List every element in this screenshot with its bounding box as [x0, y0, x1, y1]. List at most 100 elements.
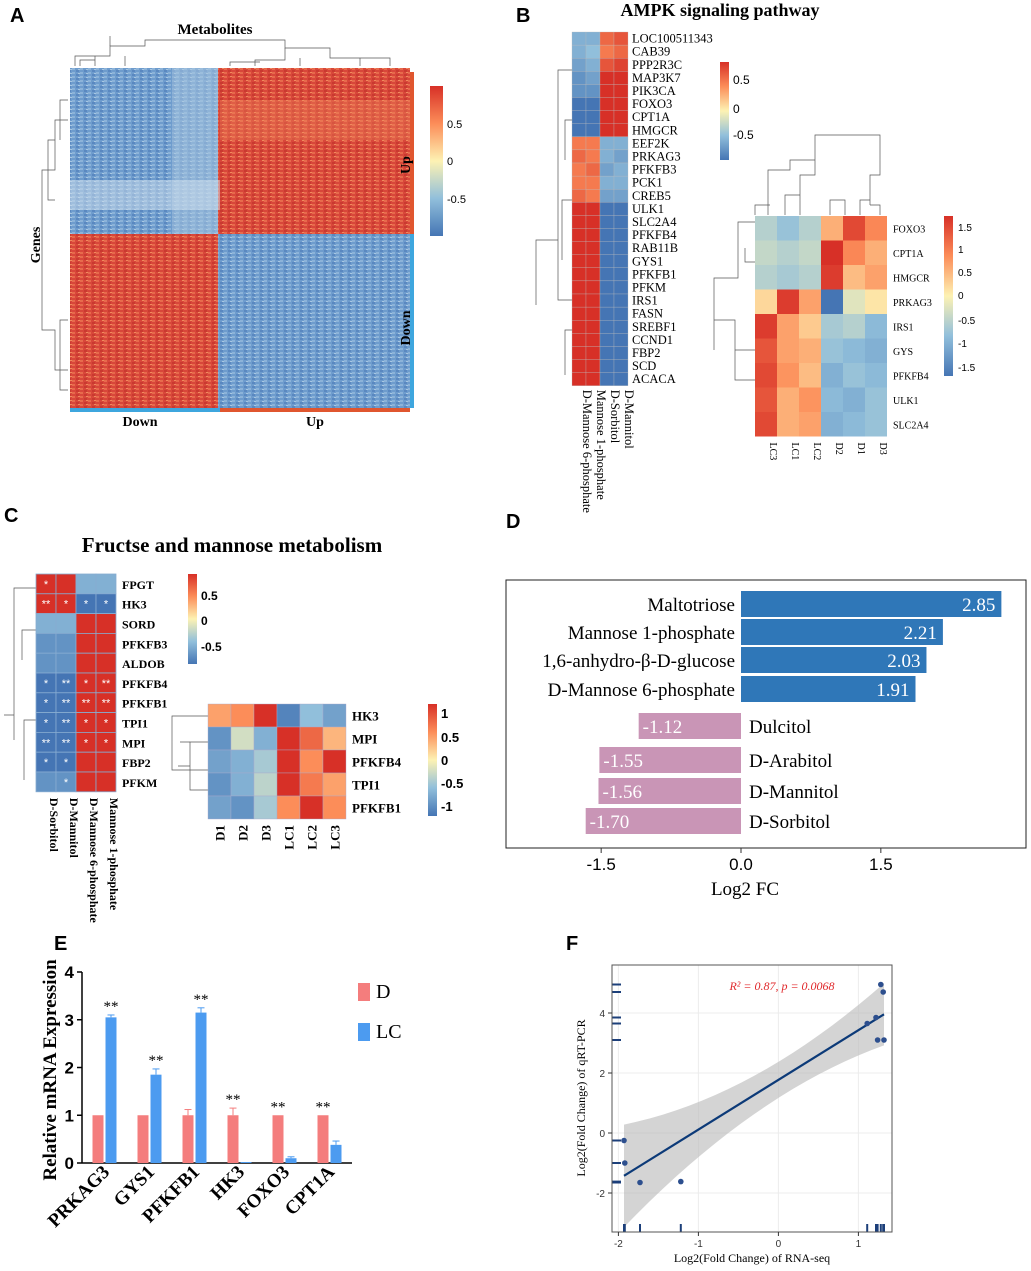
- panel-e-significance: **: [194, 992, 209, 1008]
- heat-cell-b2: [777, 412, 799, 437]
- heat-row-label-b1: ULK1: [632, 202, 664, 216]
- heat-col-label-b2: D2: [833, 443, 844, 455]
- panel-c-legend2-0: 1: [441, 706, 448, 721]
- heat-row-label-b1: SLC2A4: [632, 215, 677, 229]
- heat-cell-b2: [865, 387, 887, 412]
- panel-a-block-band2: [70, 180, 220, 210]
- panel-e-legend-label-lc: LC: [376, 1021, 402, 1043]
- heat-cell-b1: [571, 44, 587, 59]
- heat-row-label-b2: SLC2A4: [893, 420, 929, 431]
- panel-f-frame: [611, 964, 893, 1233]
- heat-cell-b1: [585, 215, 601, 229]
- heat-cell-b1: [571, 359, 587, 373]
- heat-cell-b1: [571, 202, 587, 216]
- heat-cell-b1: [585, 228, 601, 242]
- heat-cell-c2: [207, 703, 232, 728]
- heat-row-label-c1: MPI: [122, 736, 146, 750]
- panel-c-colorbar-2: [428, 704, 437, 816]
- heat-cell-b1: [571, 320, 587, 334]
- heat-cell-b1: [599, 202, 615, 216]
- panel-d-chart: 2.85 Maltotriose 2.21 Mannose 1-phosphate 2.…: [542, 591, 1002, 900]
- panel-d-value-label: 2.85: [962, 595, 995, 616]
- heat-cell-b2: [799, 265, 821, 290]
- heat-cell-b1: [599, 84, 615, 98]
- heat-cell-c2: [253, 772, 278, 797]
- heat-cell-b1: [571, 123, 587, 137]
- panel-d-tick-label: 1.5: [869, 855, 893, 874]
- heat-cell-c2: [299, 772, 324, 797]
- panel-f-xtick-label: 1: [856, 1239, 862, 1250]
- panel-d-category-label: Maltotriose: [647, 595, 735, 616]
- heat-cell-c2: [299, 726, 324, 751]
- panel-b: B AMPK signaling pathway LOC100511343CAB…: [516, 0, 976, 513]
- heat-cell-b1: [599, 110, 615, 124]
- panel-e-bar-lc: [105, 1017, 117, 1163]
- heat-cell-b2: [755, 314, 777, 339]
- panel-b-legend2-5: -1: [958, 339, 967, 350]
- heat-row-label-c2: PFKFB4: [352, 755, 402, 770]
- heat-cell-b2: [799, 314, 821, 339]
- panel-d-value-label: -1.56: [602, 782, 642, 803]
- heat-row-label-b2: PFKFB4: [893, 371, 929, 382]
- heat-cell-c2: [230, 726, 255, 751]
- heat-cell-b2: [865, 289, 887, 314]
- heat-cell-b2: [799, 363, 821, 388]
- panel-f-xtick-label: -2: [614, 1239, 623, 1250]
- heat-cell-b1: [585, 136, 601, 151]
- heat-cell-b1: [571, 280, 587, 295]
- panel-a-legend-2: -0.5: [447, 194, 466, 206]
- heat-col-label-c1: D-Mannitol: [67, 798, 81, 859]
- panel-e-bar-d: [227, 1115, 239, 1163]
- panel-d-category-label: D-Mannose 6-phosphate: [548, 680, 735, 701]
- heat-star-c1: *: [104, 599, 109, 611]
- heat-cell-c1: [95, 652, 117, 674]
- heat-col-label-c1: D-Sorbitol: [47, 798, 61, 853]
- panel-c-legend2-3: -0.5: [441, 776, 463, 791]
- panel-letter-b: B: [516, 5, 530, 27]
- heat-row-label-b1: ACACA: [632, 372, 676, 386]
- panel-c-legend1-0: 0.5: [201, 589, 218, 603]
- heat-cell-b1: [613, 149, 629, 164]
- panel-e-bar-lc: [330, 1144, 342, 1163]
- heat-row-label-b1: PRKAG3: [632, 149, 681, 163]
- panel-e-bar-d: [182, 1115, 194, 1163]
- heat-star-c1: **: [62, 718, 71, 730]
- panel-a-block-downright: [218, 234, 410, 408]
- panel-d-bar: [741, 591, 1002, 617]
- heat-col-label-b1: D-Sorbitol: [608, 390, 622, 444]
- heat-cell-b2: [843, 412, 865, 437]
- panel-f-point: [864, 1020, 870, 1027]
- heat-star-c1: **: [62, 678, 71, 690]
- heat-cell-b2: [799, 240, 821, 265]
- heat-cell-b1: [613, 175, 629, 190]
- panel-b-legend1-1: 0: [733, 102, 740, 116]
- heat-cell-b2: [865, 412, 887, 437]
- panel-d-value-label: -1.12: [643, 717, 683, 738]
- panel-letter-f: F: [566, 933, 578, 955]
- heat-col-label-b1: D-Mannitol: [622, 390, 636, 450]
- heat-star-c1: *: [84, 718, 89, 730]
- heat-cell-b1: [585, 202, 601, 216]
- heat-row-label-b1: PIK3CA: [632, 84, 676, 98]
- panel-a-legend-0: 0.5: [447, 119, 462, 131]
- heat-row-label-b1: RAB11B: [632, 241, 678, 255]
- heat-col-label-c2: D2: [236, 825, 251, 841]
- panel-f: F -2 -1 0 1 -2 0 2 4 Log2(Fold Change) of RNA-se…: [566, 933, 893, 1265]
- panel-d-category-label: 1,6-anhydro-β-D-glucose: [542, 651, 735, 672]
- panel-e-bar-lc: [150, 1074, 162, 1163]
- heat-row-label-b1: PPP2R3C: [632, 58, 682, 72]
- heat-cell-b2: [755, 387, 777, 412]
- panel-b-heatmap-1: LOC100511343CAB39PPP2R3CMAP3K7PIK3CAFOXO…: [571, 32, 713, 513]
- panel-d-category-label: D-Sorbitol: [749, 812, 830, 833]
- panel-a-up-bar: [410, 72, 414, 234]
- heat-cell-b2: [821, 265, 843, 290]
- panel-a-heatmap-cells: [70, 68, 410, 408]
- heat-cell-b1: [613, 280, 629, 295]
- heat-row-label-b2: HMGCR: [893, 273, 930, 284]
- heat-cell-b2: [755, 240, 777, 265]
- heat-cell-b1: [613, 372, 629, 386]
- heat-cell-b1: [613, 228, 629, 242]
- panel-letter-e: E: [54, 933, 67, 955]
- heat-cell-b2: [777, 289, 799, 314]
- heat-cell-b2: [865, 338, 887, 363]
